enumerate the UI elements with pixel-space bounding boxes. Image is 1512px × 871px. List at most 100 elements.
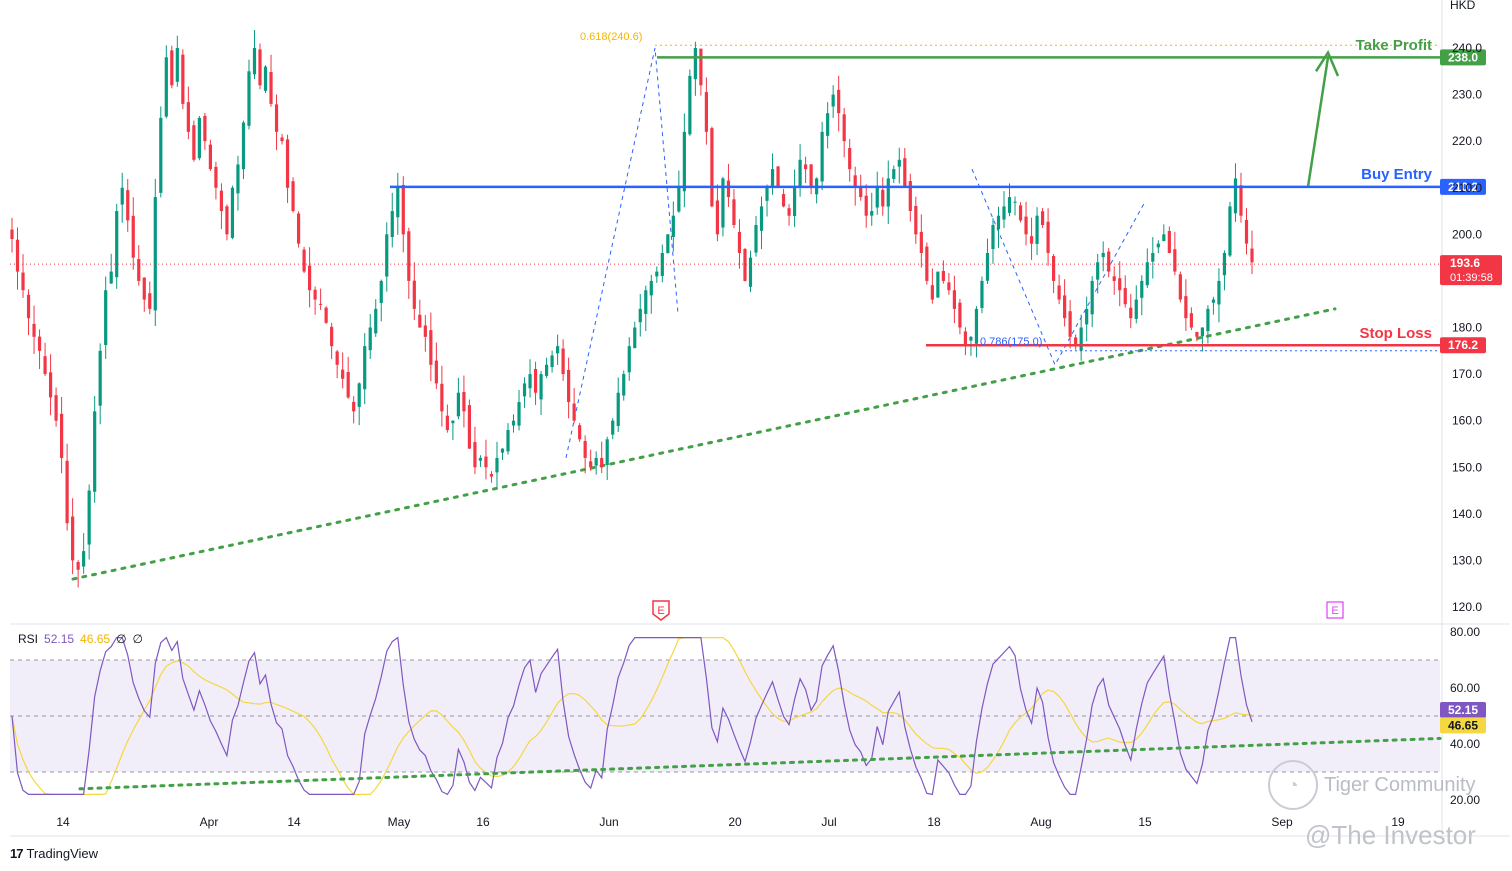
rsi-legend[interactable]: RSI 52.15 46.65 ∅ ∅: [18, 632, 143, 646]
candle-body[interactable]: [528, 374, 532, 389]
candle-body[interactable]: [76, 562, 80, 570]
candle-body[interactable]: [605, 439, 609, 466]
candle-body[interactable]: [374, 308, 378, 334]
candle-body[interactable]: [363, 346, 367, 390]
candle-body[interactable]: [1140, 280, 1144, 298]
candle-body[interactable]: [820, 131, 824, 182]
candle-body[interactable]: [919, 231, 923, 253]
price-level-tag[interactable]: 176.2: [1440, 337, 1486, 354]
candle-body[interactable]: [263, 66, 268, 91]
candle-body[interactable]: [522, 383, 527, 397]
candle-body[interactable]: [578, 425, 582, 440]
candle-body[interactable]: [192, 125, 196, 160]
earnings-marker-1[interactable]: E: [652, 600, 670, 621]
candle-body[interactable]: [622, 374, 626, 396]
candle-body[interactable]: [302, 249, 306, 272]
candle-body[interactable]: [1074, 337, 1078, 347]
candle-body[interactable]: [1029, 236, 1034, 244]
candle-body[interactable]: [60, 413, 64, 458]
last-price-tag[interactable]: 193.6 01:39:58: [1440, 255, 1502, 286]
candle-body[interactable]: [1156, 243, 1160, 248]
candle-body[interactable]: [219, 190, 224, 212]
candle-body[interactable]: [506, 429, 510, 452]
candle-body[interactable]: [1063, 295, 1067, 319]
candle-body[interactable]: [43, 356, 47, 375]
candle-body[interactable]: [826, 113, 830, 136]
candle-body[interactable]: [770, 169, 775, 188]
candle-body[interactable]: [765, 187, 769, 201]
candle-body[interactable]: [655, 271, 659, 277]
candle-body[interactable]: [98, 350, 102, 406]
candle-body[interactable]: [291, 181, 295, 212]
candle-body[interactable]: [15, 239, 20, 272]
candle-body[interactable]: [804, 164, 808, 170]
candle-body[interactable]: [1167, 230, 1171, 253]
candle-body[interactable]: [104, 290, 108, 345]
candle-body[interactable]: [583, 440, 587, 458]
candle-body[interactable]: [1206, 308, 1210, 332]
candle-body[interactable]: [787, 208, 791, 216]
candle-body[interactable]: [456, 392, 460, 417]
candle-body[interactable]: [197, 117, 201, 159]
candle-body[interactable]: [798, 159, 802, 188]
candle-body[interactable]: [600, 458, 604, 468]
candle-body[interactable]: [1162, 234, 1166, 242]
candle-body[interactable]: [203, 115, 207, 142]
candle-body[interactable]: [809, 164, 813, 188]
candle-body[interactable]: [1118, 278, 1122, 291]
candle-body[interactable]: [886, 178, 890, 207]
candle-body[interactable]: [357, 383, 361, 407]
candle-body[interactable]: [693, 48, 697, 80]
candle-body[interactable]: [313, 289, 317, 300]
candle-body[interactable]: [1024, 216, 1028, 235]
candle-body[interactable]: [1129, 307, 1133, 319]
candle-body[interactable]: [649, 280, 653, 296]
candle-body[interactable]: [352, 401, 356, 412]
candle-body[interactable]: [131, 215, 135, 258]
candle-body[interactable]: [71, 516, 75, 561]
candle-body[interactable]: [181, 54, 185, 104]
candle-body[interactable]: [445, 415, 449, 430]
candle-body[interactable]: [611, 420, 615, 435]
candle-body[interactable]: [627, 346, 631, 373]
candle-body[interactable]: [842, 114, 846, 142]
candle-body[interactable]: [1040, 211, 1045, 226]
candle-body[interactable]: [429, 330, 433, 365]
candle-body[interactable]: [1046, 221, 1050, 253]
candle-body[interactable]: [1112, 276, 1116, 281]
candle-body[interactable]: [875, 187, 879, 208]
candle-body[interactable]: [148, 293, 152, 309]
candle-body[interactable]: [214, 166, 218, 188]
candle-body[interactable]: [759, 206, 764, 231]
candle-body[interactable]: [660, 252, 664, 276]
candle-body[interactable]: [936, 271, 940, 298]
candle-body[interactable]: [1173, 249, 1177, 272]
candle-body[interactable]: [225, 206, 229, 235]
candle-body[interactable]: [567, 369, 571, 403]
candle-body[interactable]: [1244, 219, 1249, 244]
candle-body[interactable]: [1013, 201, 1017, 203]
candle-body[interactable]: [903, 158, 907, 188]
candle-body[interactable]: [781, 194, 786, 207]
candle-body[interactable]: [236, 164, 240, 194]
candle-body[interactable]: [1096, 262, 1100, 280]
candle-body[interactable]: [495, 457, 499, 473]
candle-body[interactable]: [985, 252, 990, 281]
candle-body[interactable]: [1068, 311, 1072, 337]
candle-body[interactable]: [859, 187, 863, 198]
candle-body[interactable]: [1007, 197, 1012, 213]
candle-body[interactable]: [594, 457, 598, 466]
tradingview-brand[interactable]: 17 TradingView: [10, 846, 98, 861]
candle-body[interactable]: [1200, 327, 1204, 337]
candle-body[interactable]: [908, 181, 912, 212]
candle-body[interactable]: [65, 460, 69, 524]
candle-body[interactable]: [385, 234, 389, 277]
price-level-tag[interactable]: 238.0: [1440, 49, 1486, 66]
candle-body[interactable]: [319, 303, 323, 305]
candle-body[interactable]: [853, 175, 857, 188]
candle-body[interactable]: [489, 473, 494, 477]
candle-body[interactable]: [792, 187, 797, 216]
candle-body[interactable]: [368, 327, 372, 351]
